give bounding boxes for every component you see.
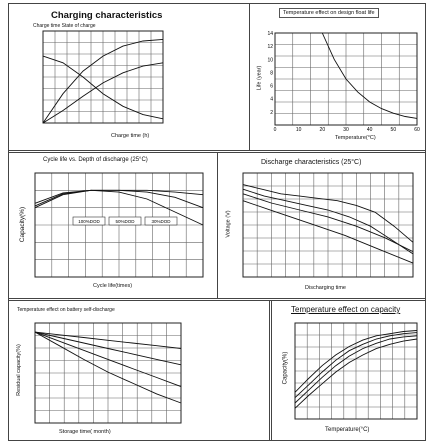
y-axis-label: Residual capacity(%) (15, 344, 22, 396)
legend-item (108, 216, 142, 226)
panel-title: Temperature effect on battery self-disch… (17, 307, 115, 313)
figure-frame: Charging characteristics Charge time Sta… (8, 3, 426, 441)
y-axis-label: Capacity(%) (19, 206, 27, 243)
x-axis-label: Cycle life(times) (93, 283, 133, 289)
series-line-3 (242, 193, 414, 253)
y-tick-label: 4 (270, 97, 273, 103)
col-divider (217, 152, 218, 298)
series-line-3 (294, 335, 418, 404)
chart-5 (34, 322, 182, 424)
panel-temp-capacity: Temperature effect on capacity Temperatu… (275, 303, 423, 439)
legend-item (72, 216, 106, 226)
x-axis-label: Discharging time (305, 285, 346, 291)
x-axis-label: Temperature(°C) (335, 135, 376, 141)
plot-area (34, 322, 182, 424)
panel-title: Charging characteristics (51, 10, 163, 21)
col-divider (271, 300, 272, 441)
panel-title: Temperature effect on design float life (279, 8, 379, 18)
series-line-2 (34, 331, 182, 366)
plot-area (242, 172, 414, 278)
legend-label: 30%DOD (151, 219, 171, 224)
y-tick-label: 2 (270, 110, 273, 116)
series-line-3 (34, 189, 204, 204)
x-tick-label: 60 (414, 127, 420, 133)
x-tick-label: 10 (296, 127, 302, 133)
y-tick-label: 6 (270, 84, 273, 90)
series-line-1 (294, 330, 418, 393)
col-divider (269, 300, 270, 441)
series-line-2 (294, 332, 418, 399)
plot-area (42, 30, 164, 124)
legend-label: 100%DOD (78, 219, 100, 224)
series-line-4 (34, 331, 182, 404)
panel-self-discharge: Temperature effect on battery self-disch… (13, 303, 265, 439)
panel-cycle-life: Cycle life vs. Depth of discharge (25°C)… (13, 155, 213, 295)
panel-title: Cycle life vs. Depth of discharge (25°C) (43, 157, 148, 163)
chart-2: 2 4 6 8 10 12 14 0 10 20 30 40 50 60 (267, 31, 420, 133)
y-tick-label: 14 (267, 31, 273, 37)
panel-charging: Charging characteristics Charge time Sta… (13, 7, 245, 147)
series-line-4 (294, 338, 418, 409)
x-tick-label: 0 (274, 127, 277, 133)
panel-float-life: Temperature effect on design float life … (253, 7, 423, 147)
chart-1 (42, 30, 164, 124)
y-tick-label: 12 (267, 44, 273, 50)
series-line-1 (34, 189, 204, 226)
x-axis-label: Temperature(°C) (325, 427, 370, 433)
series-line-3 (34, 331, 182, 388)
series-line-4 (242, 200, 414, 264)
row-divider (9, 150, 425, 151)
series-line-2 (242, 188, 414, 255)
series-line-2 (42, 62, 164, 124)
x-tick-label: 40 (367, 127, 373, 133)
legend-label: 50%DOD (115, 219, 135, 224)
series-line-1 (321, 32, 418, 119)
plot-area (274, 32, 418, 126)
row-divider (9, 300, 425, 301)
panel-discharge: Discharge characteristics (25°C) Dischar… (221, 155, 423, 295)
chart-6 (294, 322, 418, 420)
chart-4 (242, 172, 414, 278)
col-divider (249, 4, 250, 150)
y-tick-label: 10 (267, 57, 273, 63)
x-tick-label: 50 (391, 127, 397, 133)
legend-item (144, 216, 178, 226)
x-tick-label: 30 (343, 127, 349, 133)
panel-title: Temperature effect on capacity (291, 305, 401, 314)
y-axis-label: Capacity(%) (282, 351, 289, 385)
x-axis-label: Charge time (h) (111, 133, 150, 139)
x-axis-label: Storage time( month) (59, 429, 111, 435)
series-line-3 (42, 55, 164, 120)
y-tick-label: 8 (270, 70, 273, 76)
chart-3: 100%DOD 50%DOD 30%DOD (34, 172, 204, 278)
series-line-1 (242, 184, 414, 243)
y-axis-label: Life (year) (256, 65, 263, 91)
series-line-1 (42, 38, 164, 124)
plot-area (294, 322, 418, 420)
row-divider (9, 298, 425, 299)
series-line-1 (34, 331, 182, 349)
x-tick-label: 20 (320, 127, 326, 133)
panel-note: Charge time State of charge (33, 23, 96, 29)
panel-title: Discharge characteristics (25°C) (261, 159, 362, 166)
y-axis-label: Voltage (V) (225, 210, 232, 238)
